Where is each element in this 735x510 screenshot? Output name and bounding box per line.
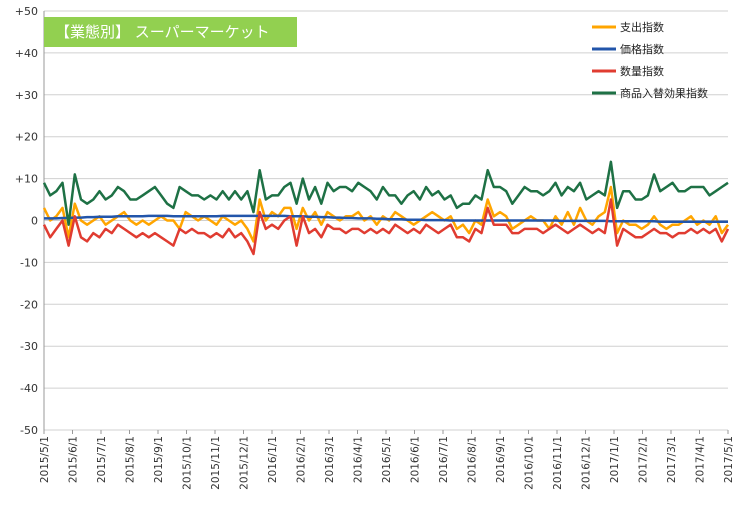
- x-tick-label: 2016/8/1: [467, 436, 479, 483]
- x-tick-label: 2015/7/1: [96, 436, 108, 483]
- legend-label-2: 数量指数: [620, 64, 664, 78]
- x-tick-label: 2016/11/1: [552, 436, 564, 490]
- y-tick-label: +50: [15, 5, 38, 18]
- y-tick-label: +40: [15, 47, 38, 60]
- legend-label-1: 価格指数: [620, 42, 664, 56]
- series-line-3: [42, 160, 729, 226]
- y-tick-label: +10: [15, 173, 38, 186]
- x-tick-label: 2017/1/1: [609, 436, 621, 483]
- y-tick-label: 0: [31, 215, 38, 228]
- chart-title: 【業態別】 スーパーマーケット: [55, 23, 270, 41]
- y-tick-label: +30: [15, 89, 38, 102]
- series-lines: [42, 160, 730, 256]
- x-tick-label: 2015/5/1: [39, 436, 51, 483]
- x-tick-label: 2016/4/1: [353, 436, 365, 483]
- x-tick-label: 2015/11/1: [210, 436, 222, 490]
- x-tick-label: 2017/4/1: [695, 436, 707, 483]
- x-tick-label: 2015/8/1: [125, 436, 137, 483]
- y-tick-label: +20: [15, 131, 38, 144]
- legend-label-3: 商品入替効果指数: [620, 86, 708, 100]
- x-tick-label: 2016/12/1: [581, 436, 593, 490]
- series-line-2: [42, 198, 730, 256]
- series-line-0: [42, 185, 730, 243]
- x-tick-label: 2016/2/1: [296, 436, 308, 483]
- x-tick-label: 2016/5/1: [381, 436, 393, 483]
- x-tick-label: 2015/9/1: [153, 436, 165, 483]
- x-tick-label: 2017/5/1: [723, 436, 735, 483]
- y-tick-label: -10: [20, 256, 38, 269]
- x-tick-label: 2016/3/1: [324, 436, 336, 483]
- y-tick-label: -30: [20, 340, 38, 353]
- legend-label-0: 支出指数: [620, 20, 664, 34]
- y-tick-label: -50: [20, 424, 38, 437]
- x-tick-label: 2016/6/1: [410, 436, 422, 483]
- y-tick-label: -20: [20, 298, 38, 311]
- x-tick-label: 2016/1/1: [267, 436, 279, 483]
- x-tick-label: 2015/6/1: [68, 436, 80, 483]
- chart-title-box: 【業態別】 スーパーマーケット: [44, 17, 297, 47]
- x-tick-label: 2016/7/1: [438, 436, 450, 483]
- title-background: [44, 17, 297, 47]
- x-tick-label: 2016/10/1: [524, 436, 536, 490]
- x-tick-label: 2016/9/1: [495, 436, 507, 483]
- y-tick-label: -40: [20, 382, 38, 395]
- x-tick-label: 2017/3/1: [666, 436, 678, 483]
- x-tick-label: 2017/2/1: [638, 436, 650, 483]
- x-tick-label: 2015/12/1: [239, 436, 251, 490]
- x-tick-label: 2015/10/1: [182, 436, 194, 490]
